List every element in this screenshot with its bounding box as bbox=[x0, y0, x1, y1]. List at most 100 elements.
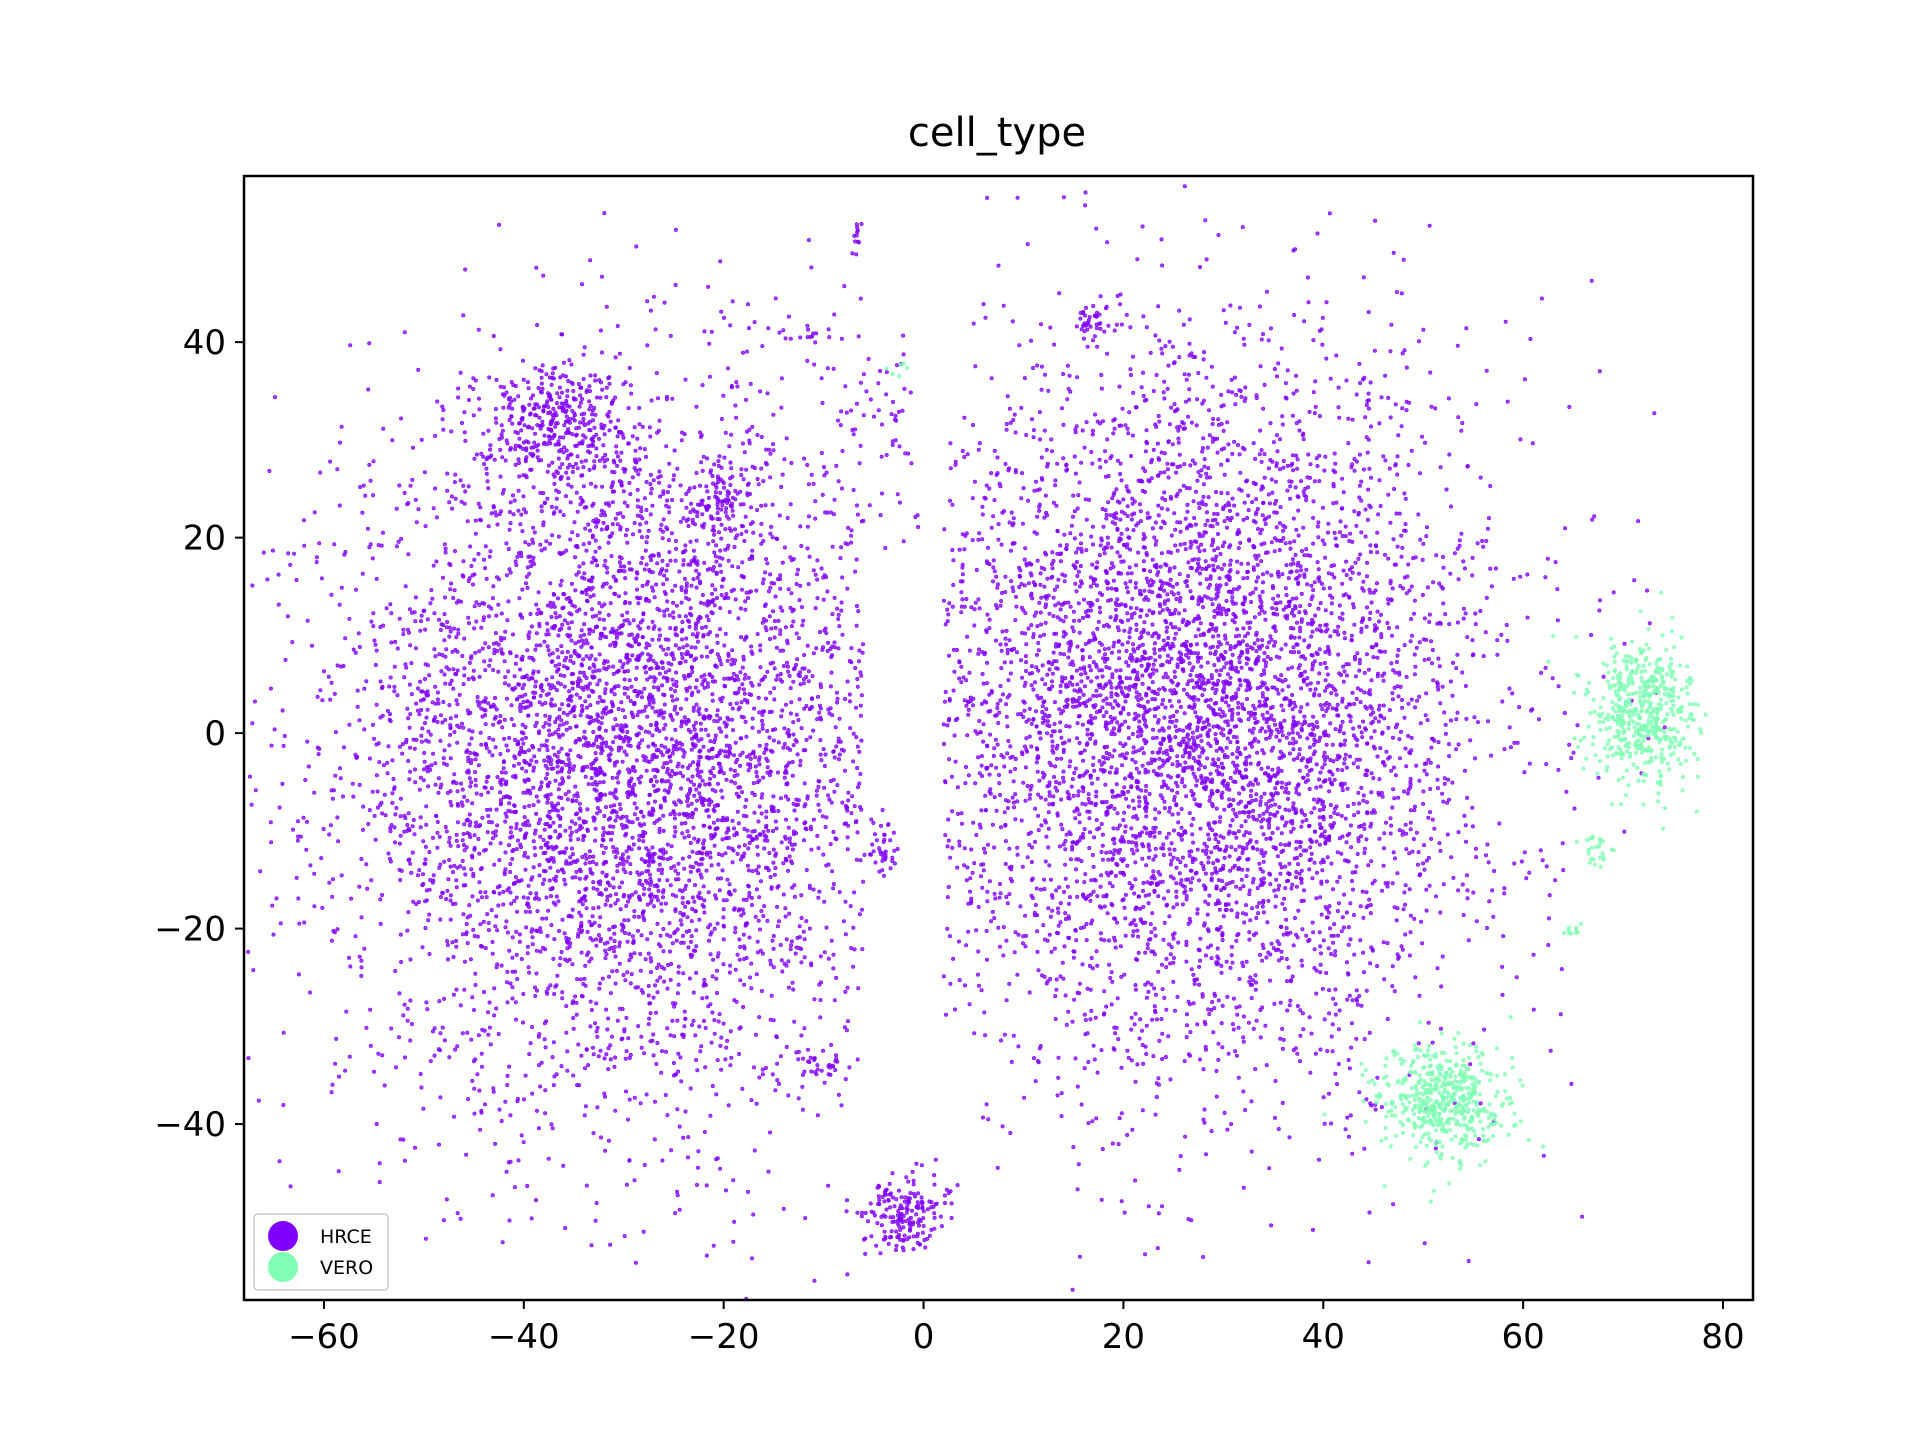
data-point bbox=[297, 921, 302, 926]
data-point bbox=[315, 694, 320, 699]
data-point bbox=[569, 830, 574, 835]
data-point bbox=[551, 745, 556, 750]
data-point bbox=[552, 703, 557, 708]
data-point bbox=[327, 832, 332, 837]
data-point bbox=[518, 612, 523, 617]
data-point bbox=[422, 676, 427, 681]
data-point bbox=[419, 613, 424, 618]
data-point bbox=[721, 962, 726, 967]
data-point bbox=[574, 572, 579, 577]
data-point bbox=[555, 759, 560, 764]
data-point bbox=[463, 438, 468, 443]
data-point bbox=[660, 665, 665, 670]
data-point bbox=[665, 1113, 670, 1118]
data-point bbox=[783, 914, 788, 919]
data-point bbox=[425, 769, 430, 774]
data-point bbox=[767, 1130, 772, 1135]
data-point bbox=[270, 548, 275, 553]
data-point bbox=[730, 648, 735, 653]
data-point bbox=[595, 744, 600, 749]
data-point bbox=[623, 833, 628, 838]
data-point bbox=[776, 919, 781, 924]
data-point bbox=[683, 821, 688, 826]
data-point bbox=[524, 760, 529, 765]
data-point bbox=[571, 1015, 576, 1020]
data-point bbox=[799, 726, 804, 731]
data-point bbox=[822, 573, 827, 578]
data-point bbox=[503, 819, 508, 824]
data-point bbox=[686, 803, 691, 808]
data-point bbox=[835, 606, 840, 611]
data-point bbox=[816, 846, 821, 851]
data-point bbox=[625, 1117, 630, 1122]
data-point bbox=[850, 794, 855, 799]
data-point bbox=[687, 788, 692, 793]
data-point bbox=[736, 821, 741, 826]
data-point bbox=[560, 990, 565, 995]
data-point bbox=[641, 839, 646, 844]
data-point bbox=[533, 723, 538, 728]
data-point bbox=[773, 1088, 778, 1093]
data-point bbox=[388, 829, 393, 834]
data-point bbox=[635, 870, 640, 875]
data-point bbox=[813, 499, 818, 504]
data-point bbox=[401, 632, 406, 637]
data-point bbox=[472, 1086, 477, 1091]
data-point bbox=[424, 738, 429, 743]
data-point bbox=[307, 990, 312, 995]
data-point bbox=[305, 739, 310, 744]
data-point bbox=[666, 790, 671, 795]
data-point bbox=[353, 650, 358, 655]
data-point bbox=[547, 835, 552, 840]
data-point bbox=[601, 699, 606, 704]
data-point bbox=[786, 669, 791, 674]
data-point bbox=[652, 679, 657, 684]
data-point bbox=[751, 1212, 756, 1217]
data-point bbox=[707, 374, 712, 379]
data-point bbox=[587, 665, 592, 670]
data-point bbox=[673, 538, 678, 543]
data-point bbox=[569, 694, 574, 699]
data-point bbox=[718, 748, 723, 753]
data-point bbox=[445, 471, 450, 476]
data-point bbox=[442, 1038, 447, 1043]
data-point bbox=[433, 654, 438, 659]
data-point bbox=[485, 1010, 490, 1015]
data-point bbox=[640, 583, 645, 588]
data-point bbox=[593, 1218, 598, 1223]
data-point bbox=[503, 867, 508, 872]
data-point bbox=[651, 478, 656, 483]
data-point bbox=[503, 850, 508, 855]
data-point bbox=[718, 1166, 723, 1171]
data-point bbox=[460, 838, 465, 843]
data-point bbox=[665, 599, 670, 604]
data-point bbox=[840, 632, 845, 637]
data-point bbox=[467, 660, 472, 665]
data-point bbox=[510, 955, 515, 960]
data-point bbox=[502, 659, 507, 664]
data-point bbox=[423, 627, 428, 632]
data-point bbox=[660, 660, 665, 665]
data-point bbox=[624, 849, 629, 854]
data-point bbox=[778, 796, 783, 801]
data-point bbox=[378, 897, 383, 902]
data-point bbox=[550, 651, 555, 656]
data-point bbox=[402, 675, 407, 680]
data-point bbox=[625, 729, 630, 734]
data-point bbox=[582, 976, 587, 981]
data-point bbox=[659, 522, 664, 527]
data-point bbox=[704, 995, 709, 1000]
data-point bbox=[817, 982, 822, 987]
data-point bbox=[444, 647, 449, 652]
data-point bbox=[648, 554, 653, 559]
data-point bbox=[815, 596, 820, 601]
data-point bbox=[451, 595, 456, 600]
data-point bbox=[506, 795, 511, 800]
data-point bbox=[581, 743, 586, 748]
data-point bbox=[721, 576, 726, 581]
data-point bbox=[682, 887, 687, 892]
data-point bbox=[458, 1003, 463, 1008]
data-point bbox=[695, 1068, 700, 1073]
data-point bbox=[572, 648, 577, 653]
data-point bbox=[805, 1047, 810, 1052]
